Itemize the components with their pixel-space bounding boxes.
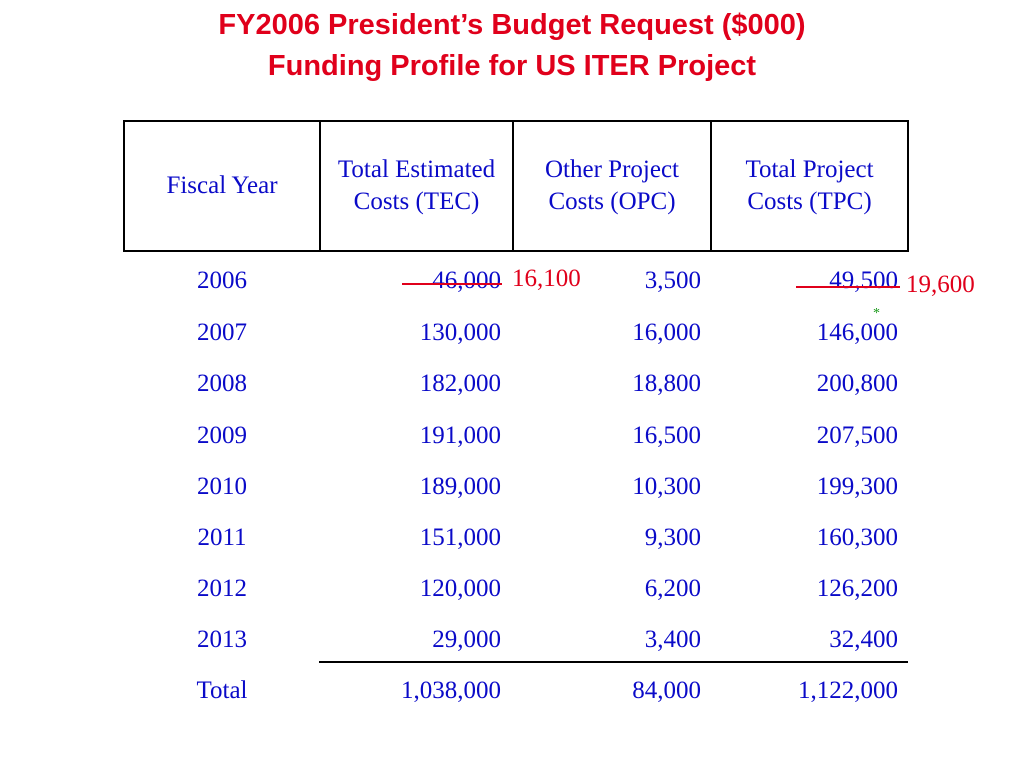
total-divider	[319, 661, 908, 663]
tpc-2006-strikethrough	[796, 286, 900, 288]
table-cell-opc: 18,800	[632, 370, 701, 397]
table-cell-tec: 29,000	[432, 626, 501, 653]
tec-2006-correction: 16,100	[512, 265, 581, 292]
header-tpc: Total Project Costs (TPC)	[710, 120, 909, 252]
table-row-year: 2010	[197, 473, 247, 500]
table-cell-opc: 6,200	[644, 575, 701, 602]
table-cell-tpc: 49,500	[829, 267, 898, 294]
total-tpc: 1,122,000	[798, 677, 898, 704]
tpc-2006-correction: 19,600	[906, 271, 975, 298]
header-tpc-label: Total Project Costs (TPC)	[745, 155, 874, 216]
table-row-year: 2012	[197, 575, 247, 602]
table-row-year: 2008	[197, 370, 247, 397]
table-cell-tec: 46,000	[432, 267, 501, 294]
table-row-year: 2007	[197, 319, 247, 346]
table-cell-tpc: 32,400	[829, 626, 898, 653]
table-cell-opc: 10,300	[632, 473, 701, 500]
header-tec-label: Total Estimated Costs (TEC)	[337, 155, 496, 216]
slide-title: FY2006 President’s Budget Request ($000)	[218, 9, 806, 41]
table-cell-tec: 191,000	[419, 422, 501, 449]
table-cell-tpc: 126,200	[816, 575, 898, 602]
table-cell-tpc: 207,500	[816, 422, 898, 449]
table-cell-tpc: 160,300	[816, 524, 898, 551]
header-tec: Total Estimated Costs (TEC)	[319, 120, 514, 252]
table-cell-opc: 3,400	[644, 626, 701, 653]
table-cell-opc: 9,300	[644, 524, 701, 551]
table-row-year: 2013	[197, 626, 247, 653]
table-cell-opc: 3,500	[644, 267, 701, 294]
table-cell-tec: 182,000	[419, 370, 501, 397]
slide-subtitle: Funding Profile for US ITER Project	[267, 50, 757, 82]
table-row-year: 2011	[197, 524, 247, 551]
table-cell-tec: 120,000	[419, 575, 501, 602]
total-opc: 84,000	[632, 677, 701, 704]
header-opc-label: Other Project Costs (OPC)	[545, 155, 679, 216]
table-cell-tec: 130,000	[419, 319, 501, 346]
table-cell-opc: 16,000	[632, 319, 701, 346]
table-row-year: 2009	[197, 422, 247, 449]
table-cell-tpc: 200,800	[816, 370, 898, 397]
tec-2006-strikethrough	[402, 283, 502, 285]
header-fiscal-year: Fiscal Year	[123, 120, 321, 252]
table-cell-tpc: 199,300	[816, 473, 898, 500]
table-cell-tec: 189,000	[419, 473, 501, 500]
total-tec: 1,038,000	[401, 677, 501, 704]
total-label: Total	[196, 677, 248, 704]
table-cell-opc: 16,500	[632, 422, 701, 449]
table-cell-tpc: 146,000	[816, 319, 898, 346]
header-opc: Other Project Costs (OPC)	[512, 120, 712, 252]
asterisk-note-marker: *	[873, 306, 880, 321]
table-row-year: 2006	[197, 267, 247, 294]
table-cell-tec: 151,000	[419, 524, 501, 551]
